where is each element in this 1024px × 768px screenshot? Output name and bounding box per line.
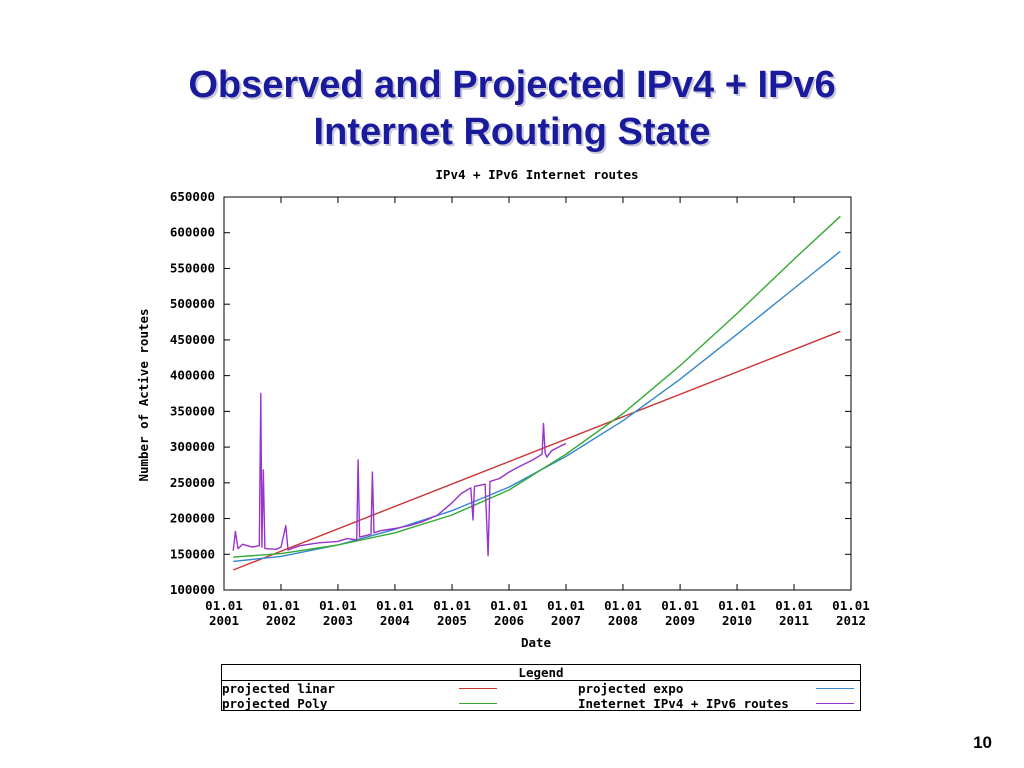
- series-ineternet-ipv4-ipv6-routes: [232, 392, 567, 557]
- legend-label-expo: projected expo: [578, 681, 684, 696]
- x-tick-label-day: 01.01: [205, 598, 243, 613]
- y-tick-label: 600000: [170, 225, 215, 240]
- slide-title-line2: Internet Routing State: [313, 111, 711, 153]
- legend-row-2: projected Poly Ineternet IPv4 + IPv6 rou…: [222, 696, 860, 711]
- slide-title-line1: Observed and Projected IPv4 + IPv6: [188, 64, 836, 106]
- y-axis-label: Number of Active routes: [136, 308, 151, 481]
- x-tick-label-day: 01.01: [262, 598, 300, 613]
- x-tick-label-day: 01.01: [490, 598, 528, 613]
- y-tick-label: 450000: [170, 332, 215, 347]
- x-tick-label-year: 2001: [209, 613, 239, 628]
- x-tick-label-day: 01.01: [376, 598, 414, 613]
- slide-title: Observed and Projected IPv4 + IPv6 Inter…: [0, 62, 1024, 156]
- x-tick-label-year: 2002: [266, 613, 296, 628]
- x-tick-label-year: 2008: [608, 613, 638, 628]
- series-projected-linar: [232, 330, 841, 571]
- legend-swatch-expo: [816, 688, 854, 689]
- y-tick-label: 650000: [170, 189, 215, 204]
- x-axis-label: Date: [521, 635, 552, 650]
- x-tick-label-year: 2007: [551, 613, 581, 628]
- legend-title: Legend: [222, 665, 860, 681]
- x-tick-label-day: 01.01: [319, 598, 357, 613]
- y-tick-label: 100000: [170, 582, 215, 597]
- x-tick-label-year: 2005: [437, 613, 467, 628]
- y-tick-label: 200000: [170, 511, 215, 526]
- x-tick-label-day: 01.01: [775, 598, 813, 613]
- x-tick-label-day: 01.01: [661, 598, 699, 613]
- legend-label-observed: Ineternet IPv4 + IPv6 routes: [578, 696, 789, 711]
- x-tick-label-year: 2006: [494, 613, 524, 628]
- x-tick-label-year: 2009: [665, 613, 695, 628]
- legend-label-poly: projected Poly: [222, 696, 328, 711]
- y-tick-label: 550000: [170, 260, 215, 275]
- y-tick-label: 300000: [170, 439, 215, 454]
- x-tick-label-day: 01.01: [604, 598, 642, 613]
- series-projected-expo: [233, 250, 841, 563]
- x-tick-label-year: 2004: [380, 613, 410, 628]
- y-tick-label: 500000: [170, 296, 215, 311]
- legend-row-1: projected linar projected expo: [222, 681, 860, 696]
- page-number: 10: [973, 733, 992, 752]
- x-tick-label-year: 2012: [836, 613, 866, 628]
- legend-label-linear: projected linar: [222, 681, 335, 696]
- x-tick-label-year: 2003: [323, 613, 353, 628]
- legend-swatch-observed: [816, 703, 854, 704]
- x-tick-label-year: 2010: [722, 613, 752, 628]
- y-tick-label: 350000: [170, 403, 215, 418]
- series-projected-poly: [233, 215, 841, 558]
- y-tick-label: 150000: [170, 546, 215, 561]
- x-tick-label-day: 01.01: [832, 598, 870, 613]
- x-tick-label-day: 01.01: [718, 598, 756, 613]
- chart-title: IPv4 + IPv6 Internet routes: [435, 167, 638, 182]
- x-tick-label-day: 01.01: [433, 598, 471, 613]
- plot-area-frame: [223, 196, 852, 591]
- legend: Legend projected linar projected expo pr…: [221, 664, 861, 711]
- x-tick-label-year: 2011: [779, 613, 809, 628]
- y-tick-label: 400000: [170, 368, 215, 383]
- legend-swatch-poly: [459, 703, 497, 704]
- x-tick-label-day: 01.01: [547, 598, 585, 613]
- legend-swatch-linear: [459, 688, 497, 689]
- y-tick-label: 250000: [170, 475, 215, 490]
